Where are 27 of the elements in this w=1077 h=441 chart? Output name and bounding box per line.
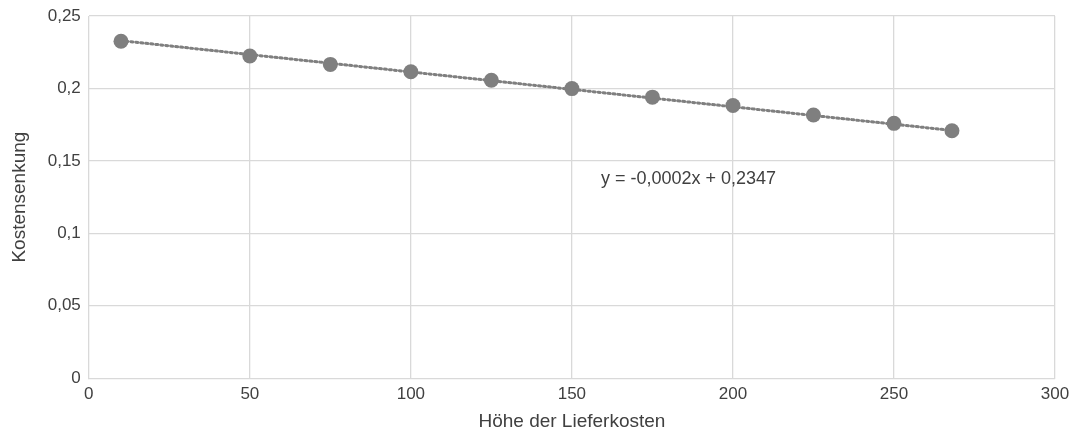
y-tick-label: 0,15 [47, 150, 81, 170]
point [403, 64, 419, 80]
x-tick-label: 200 [718, 384, 748, 404]
point [805, 107, 821, 123]
y-tick-label: 0,05 [47, 295, 81, 315]
x-tick-label: 250 [879, 384, 909, 404]
x-tick-label: 0 [84, 384, 94, 404]
point [564, 81, 580, 97]
x-tick-label: 100 [396, 384, 426, 404]
point [483, 72, 499, 88]
y-axis-title: Kostensenkung [7, 131, 29, 263]
y-tick-label: 0 [71, 367, 81, 387]
y-tick-label: 0,25 [47, 5, 81, 25]
x-tick-label: 50 [240, 384, 260, 404]
x-tick-label: 150 [557, 384, 587, 404]
annotation: y = -0,0002x + 0,2347 [600, 167, 777, 188]
point [725, 98, 741, 114]
y-tick-label: 0,2 [57, 78, 81, 98]
point [944, 123, 960, 139]
point [886, 115, 902, 131]
point [242, 48, 258, 64]
point [113, 33, 129, 49]
x-axis-title: Höhe der Lieferkosten [478, 409, 666, 431]
point [644, 89, 660, 105]
x-tick-label: 300 [1040, 384, 1070, 404]
point [322, 56, 338, 72]
y-tick-label: 0,1 [57, 223, 81, 243]
